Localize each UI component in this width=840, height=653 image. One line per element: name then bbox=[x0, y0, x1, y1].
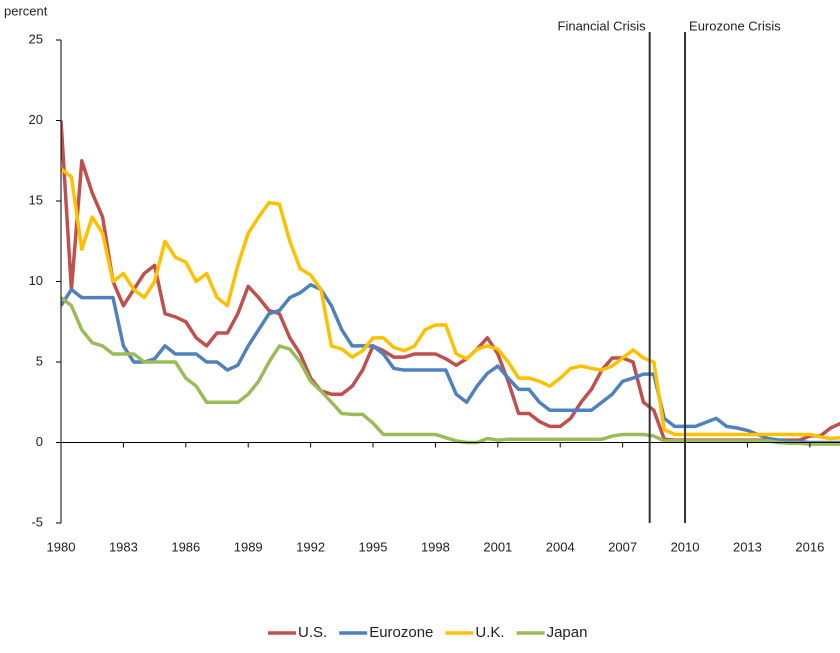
legend-label: U.S. bbox=[298, 624, 327, 641]
legend-label: U.K. bbox=[475, 624, 504, 641]
x-tick-label: 1989 bbox=[234, 539, 263, 554]
legend-label: Japan bbox=[547, 624, 588, 641]
x-tick-label: 2010 bbox=[671, 539, 700, 554]
x-tick-label: 2016 bbox=[795, 539, 824, 554]
x-tick-label: 1992 bbox=[296, 539, 325, 554]
x-tick-label: 1995 bbox=[359, 539, 388, 554]
legend-label: Eurozone bbox=[369, 624, 433, 641]
series-line bbox=[61, 282, 840, 445]
series-line bbox=[61, 167, 840, 441]
x-tick-label: 2004 bbox=[546, 539, 575, 554]
series-line bbox=[61, 120, 840, 442]
x-tick-label: 1986 bbox=[171, 539, 200, 554]
x-tick-label: 2001 bbox=[483, 539, 512, 554]
x-tick-label: 1980 bbox=[47, 539, 76, 554]
y-tick-label: 0 bbox=[36, 434, 43, 449]
x-tick-label: 2013 bbox=[733, 539, 762, 554]
plot-area bbox=[61, 120, 840, 446]
event-label: Financial Crisis bbox=[558, 18, 647, 33]
y-tick-label: 5 bbox=[36, 353, 43, 368]
y-tick-label: -5 bbox=[31, 514, 43, 529]
series-line bbox=[61, 296, 840, 446]
y-tick-label: 25 bbox=[29, 31, 43, 46]
y-tick-label: 20 bbox=[29, 112, 43, 127]
x-tick-label: 1998 bbox=[421, 539, 450, 554]
event-label: Eurozone Crisis bbox=[689, 18, 781, 33]
y-tick-label: 10 bbox=[29, 273, 43, 288]
y-tick-label: 15 bbox=[29, 192, 43, 207]
y-axis-label: percent bbox=[4, 3, 48, 18]
x-tick-label: 2007 bbox=[608, 539, 637, 554]
x-tick-label: 1983 bbox=[109, 539, 138, 554]
